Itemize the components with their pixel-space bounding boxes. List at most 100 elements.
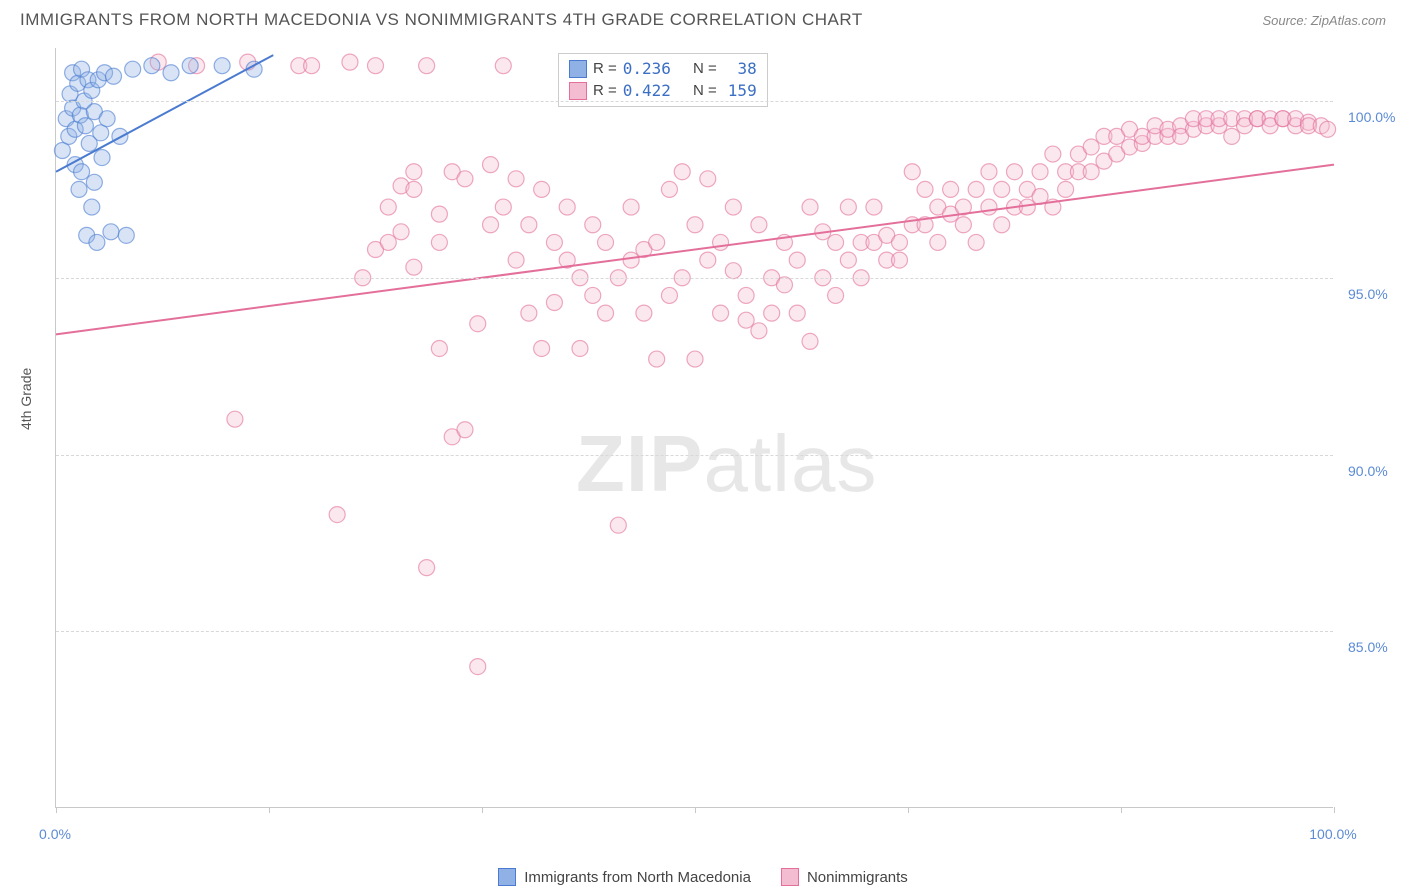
data-point-nonimmigrants (840, 252, 856, 268)
data-point-nonimmigrants (981, 199, 997, 215)
legend-label: Nonimmigrants (807, 869, 908, 886)
data-point-nonimmigrants (329, 507, 345, 523)
data-point-nonimmigrants (943, 181, 959, 197)
data-point-nonimmigrants (1007, 164, 1023, 180)
n-value: 38 (723, 58, 757, 80)
data-point-immigrants (182, 58, 198, 74)
data-point-nonimmigrants (968, 181, 984, 197)
legend-swatch (569, 60, 587, 78)
data-point-nonimmigrants (1320, 121, 1336, 137)
data-point-immigrants (118, 227, 134, 243)
x-tick-label: 0.0% (39, 826, 71, 842)
data-point-nonimmigrants (598, 234, 614, 250)
data-point-nonimmigrants (419, 560, 435, 576)
data-point-nonimmigrants (674, 164, 690, 180)
gridline (56, 631, 1333, 632)
legend-item-nonimmigrants: Nonimmigrants (781, 868, 908, 886)
data-point-nonimmigrants (1083, 164, 1099, 180)
data-point-nonimmigrants (725, 199, 741, 215)
legend-item-immigrants: Immigrants from North Macedonia (498, 868, 751, 886)
legend-swatch (569, 82, 587, 100)
data-point-nonimmigrants (457, 171, 473, 187)
data-point-nonimmigrants (661, 287, 677, 303)
data-point-nonimmigrants (840, 199, 856, 215)
data-point-immigrants (94, 150, 110, 166)
data-point-nonimmigrants (828, 234, 844, 250)
data-point-nonimmigrants (521, 217, 537, 233)
data-point-nonimmigrants (534, 340, 550, 356)
n-label: N = (693, 58, 717, 80)
gridline (56, 101, 1333, 102)
data-point-nonimmigrants (508, 252, 524, 268)
data-point-nonimmigrants (802, 199, 818, 215)
data-point-nonimmigrants (546, 295, 562, 311)
data-point-nonimmigrants (1058, 181, 1074, 197)
data-point-nonimmigrants (904, 164, 920, 180)
x-tick (56, 807, 57, 813)
data-point-nonimmigrants (380, 199, 396, 215)
n-value: 159 (723, 80, 757, 102)
data-point-nonimmigrants (483, 157, 499, 173)
data-point-nonimmigrants (866, 199, 882, 215)
y-tick-label: 100.0% (1348, 109, 1395, 125)
data-point-immigrants (214, 58, 230, 74)
data-point-nonimmigrants (738, 312, 754, 328)
data-point-nonimmigrants (636, 305, 652, 321)
data-point-nonimmigrants (495, 199, 511, 215)
data-point-immigrants (144, 58, 160, 74)
r-label: R = (593, 58, 617, 80)
data-point-nonimmigrants (559, 199, 575, 215)
data-point-immigrants (74, 164, 90, 180)
legend-bottom: Immigrants from North Macedonia Nonimmigr… (0, 868, 1406, 886)
data-point-nonimmigrants (1224, 128, 1240, 144)
data-point-nonimmigrants (891, 234, 907, 250)
data-point-nonimmigrants (457, 422, 473, 438)
legend-stats-row-nonimmigrants: R = 0.422 N = 159 (569, 80, 757, 102)
data-point-nonimmigrants (406, 164, 422, 180)
source-attribution: Source: ZipAtlas.com (1262, 13, 1386, 28)
data-point-nonimmigrants (585, 287, 601, 303)
data-point-nonimmigrants (610, 517, 626, 533)
chart-area: R =0.236N =38R =0.422N =159 ZIPatlas 85.… (55, 48, 1333, 808)
title-bar: IMMIGRANTS FROM NORTH MACEDONIA VS NONIM… (0, 0, 1406, 38)
n-label: N = (693, 80, 717, 102)
data-point-immigrants (125, 61, 141, 77)
data-point-nonimmigrants (828, 287, 844, 303)
x-tick-label: 100.0% (1309, 826, 1356, 842)
data-point-immigrants (89, 234, 105, 250)
data-point-nonimmigrants (713, 305, 729, 321)
data-point-nonimmigrants (623, 252, 639, 268)
data-point-immigrants (103, 224, 119, 240)
data-point-nonimmigrants (789, 305, 805, 321)
data-point-immigrants (163, 65, 179, 81)
r-label: R = (593, 80, 617, 102)
data-point-immigrants (77, 118, 93, 134)
data-point-nonimmigrants (470, 659, 486, 675)
data-point-nonimmigrants (649, 234, 665, 250)
data-point-nonimmigrants (649, 351, 665, 367)
y-tick-label: 95.0% (1348, 286, 1388, 302)
data-point-nonimmigrants (368, 58, 384, 74)
x-tick (482, 807, 483, 813)
data-point-immigrants (84, 199, 100, 215)
x-tick (1334, 807, 1335, 813)
data-point-immigrants (86, 174, 102, 190)
data-point-nonimmigrants (725, 263, 741, 279)
data-point-nonimmigrants (687, 217, 703, 233)
data-point-nonimmigrants (598, 305, 614, 321)
data-point-nonimmigrants (661, 181, 677, 197)
data-point-nonimmigrants (891, 252, 907, 268)
data-point-immigrants (106, 68, 122, 84)
data-point-nonimmigrants (572, 340, 588, 356)
r-value: 0.422 (623, 80, 671, 102)
data-point-nonimmigrants (789, 252, 805, 268)
data-point-nonimmigrants (470, 316, 486, 332)
data-point-nonimmigrants (406, 259, 422, 275)
data-point-nonimmigrants (534, 181, 550, 197)
legend-swatch (498, 868, 516, 886)
x-tick (695, 807, 696, 813)
data-point-nonimmigrants (751, 323, 767, 339)
gridline (56, 278, 1333, 279)
data-point-nonimmigrants (700, 252, 716, 268)
x-tick (269, 807, 270, 813)
